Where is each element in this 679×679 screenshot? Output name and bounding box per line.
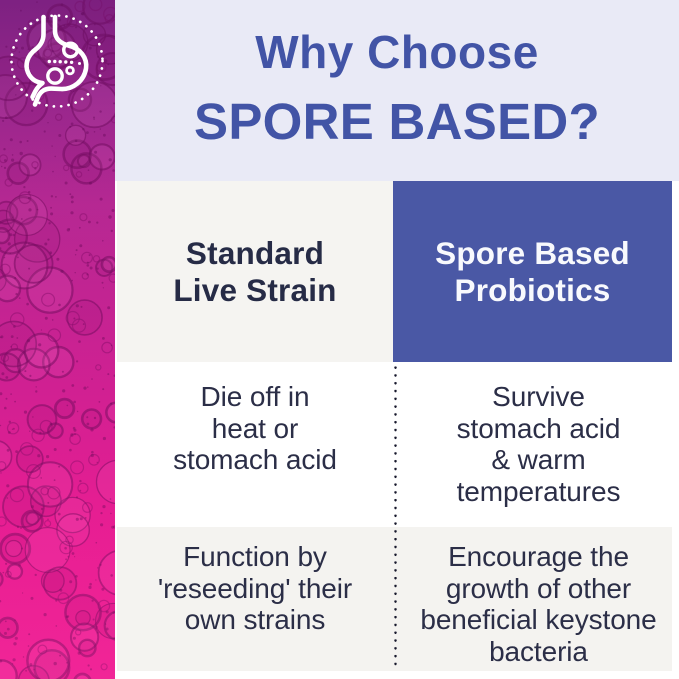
page-title-line2: SPORE BASED? <box>194 93 600 150</box>
column-header-standard: Standard Live Strain <box>117 181 393 362</box>
probiotic-dots <box>47 59 81 65</box>
dotted-column-divider <box>393 366 397 668</box>
cell-texture-art <box>0 0 115 679</box>
stomach-icon <box>3 7 111 115</box>
stomach-icon-art <box>10 14 104 108</box>
cell-texture-strip <box>0 0 115 679</box>
dotted-ring-icon <box>10 14 104 108</box>
header-band: Why Choose SPORE BASED? <box>115 0 679 181</box>
column-header-spore-based: Spore Based Probiotics <box>393 181 672 362</box>
cell-spore-row2: Encourage the growth of other beneficial… <box>420 541 657 668</box>
cell-spore-row1: Survive stomach acid & warm temperatures <box>456 381 621 508</box>
cell-standard-row1: Die off in heat or stomach acid <box>173 381 337 476</box>
page-title-line1: Why Choose <box>255 26 539 78</box>
cell-standard-row2: Function by 'reseeding' their own strain… <box>157 541 353 636</box>
